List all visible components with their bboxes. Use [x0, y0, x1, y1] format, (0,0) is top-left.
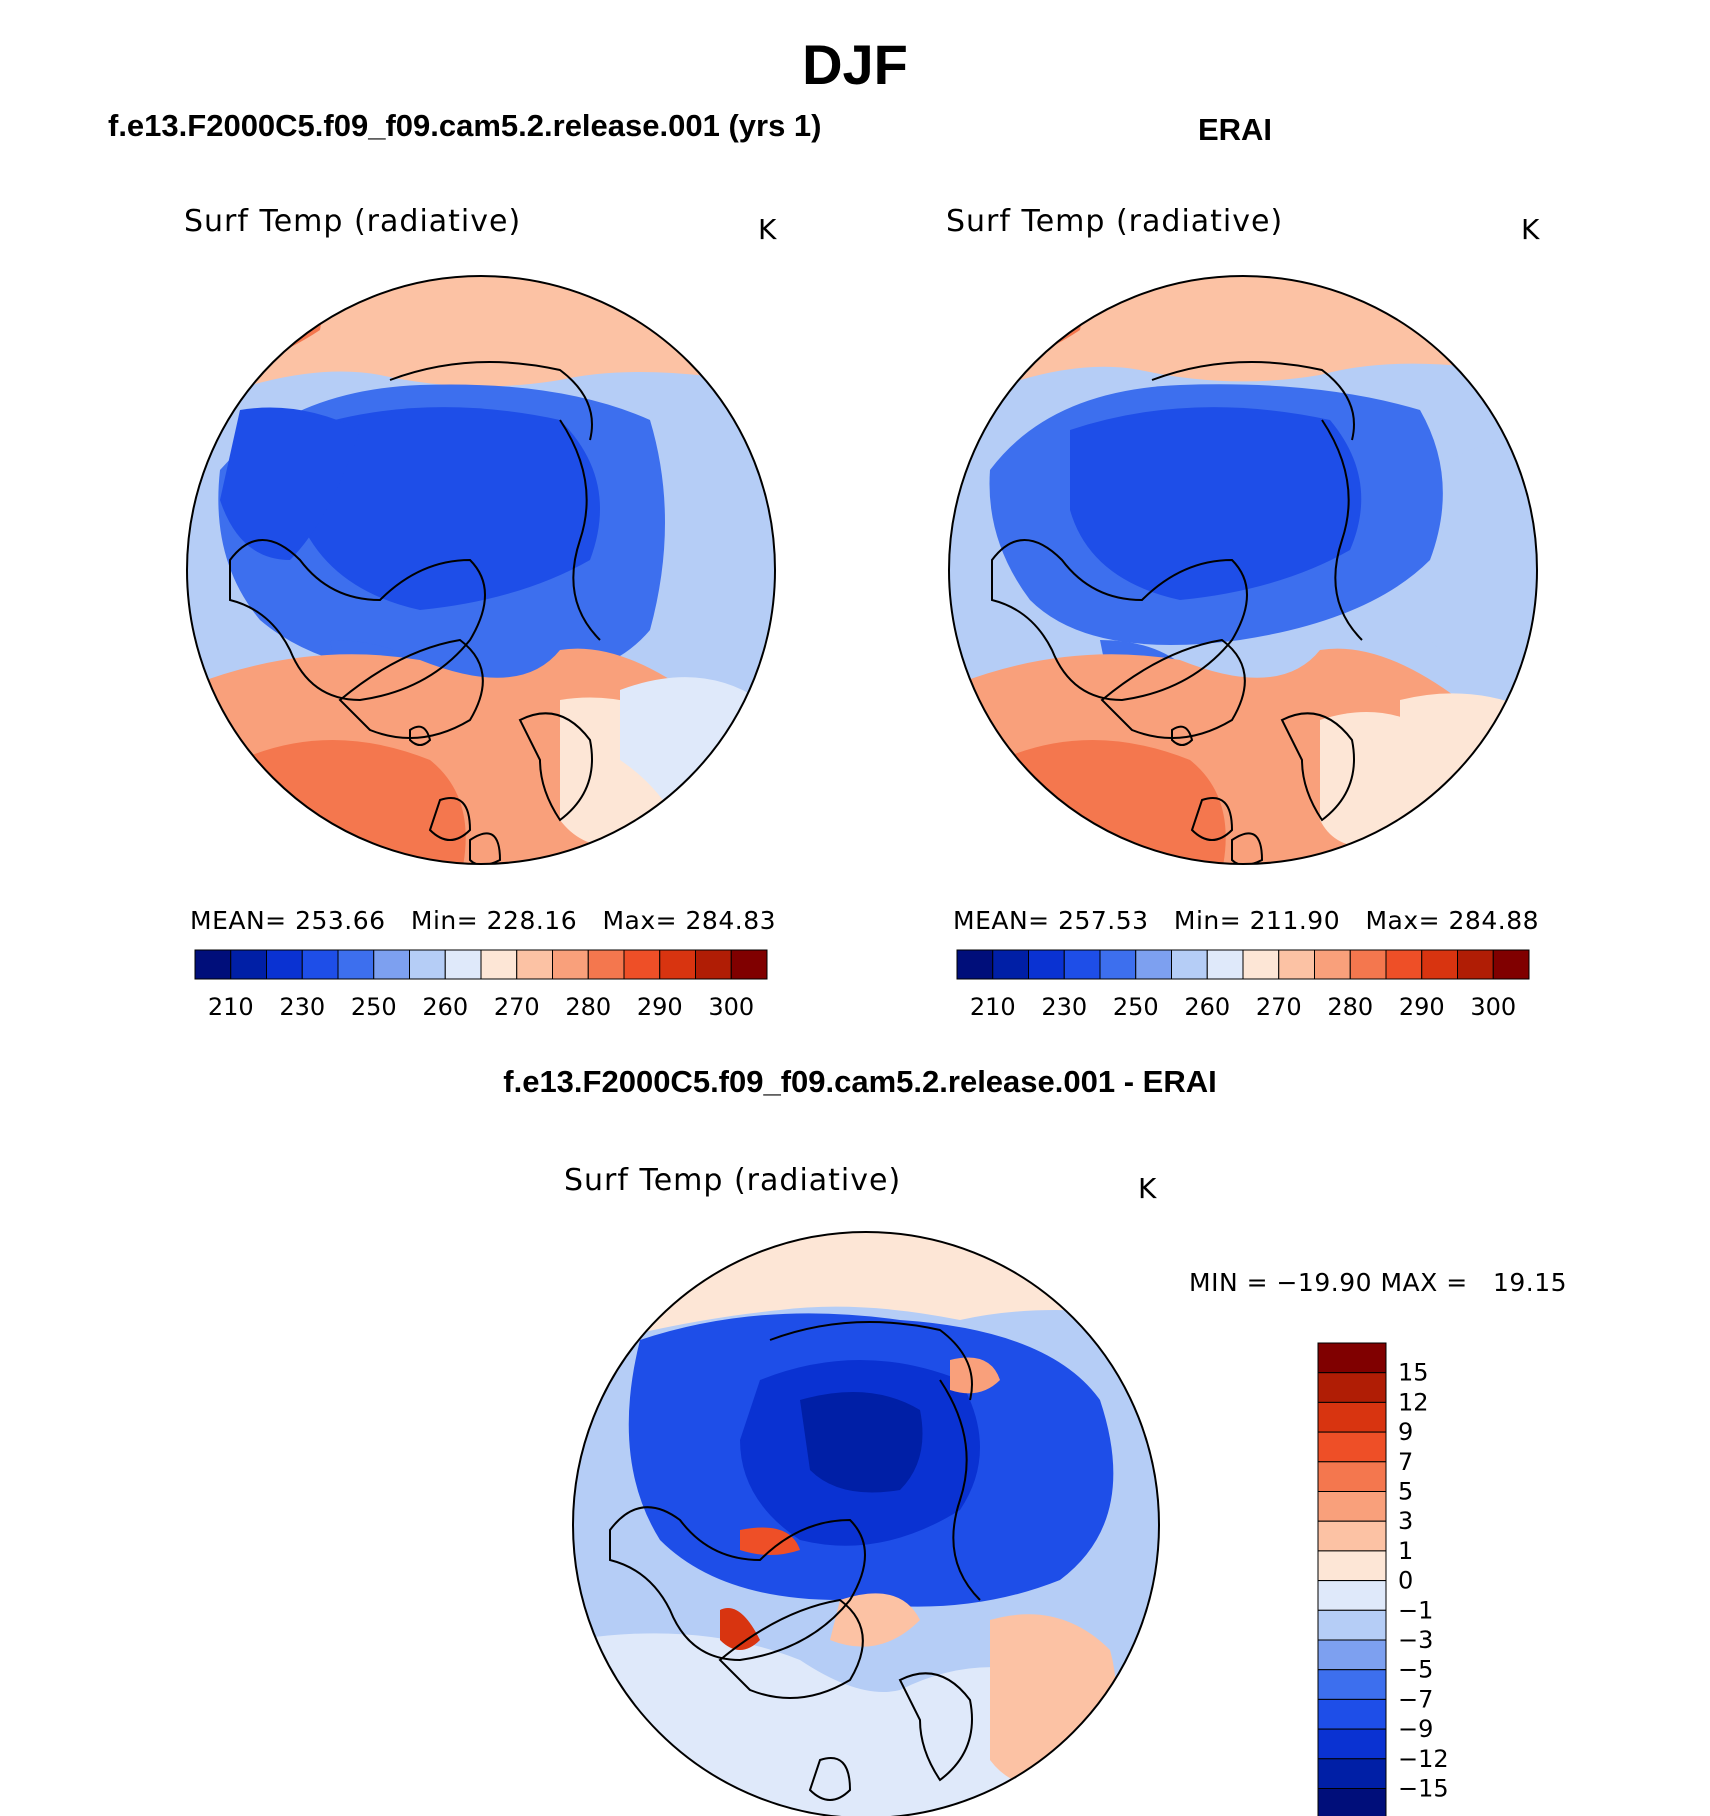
diff-colorbar-tick-label: −15	[1398, 1775, 1449, 1803]
obs-colorbar-swatch	[992, 949, 1029, 980]
diff-colorbar-tick-label: −3	[1398, 1626, 1433, 1654]
diff-colorbar-tick-label: 7	[1398, 1448, 1413, 1476]
obs-colorbar-tick-label: 280	[1327, 993, 1373, 1021]
model-colorbar-tick-label: 290	[637, 993, 683, 1021]
model-colorbar-swatch	[730, 949, 768, 980]
model-colorbar-tick-label: 270	[494, 993, 540, 1021]
obs-colorbar-swatch	[1171, 949, 1208, 980]
diff-colorbar-tick-label: 12	[1398, 1388, 1429, 1416]
obs-colorbar-tick-label: 290	[1399, 993, 1445, 1021]
model-stats: MEAN= 253.66 Min= 228.16 Max= 284.83	[190, 906, 777, 935]
diff-colorbar-tick-label: −1	[1398, 1596, 1433, 1624]
model-colorbar-swatch	[552, 949, 589, 980]
obs-colorbar-swatch	[1242, 949, 1280, 980]
model-variable-label: Surf Temp (radiative)	[184, 204, 522, 239]
diff-colorbar-swatch	[1317, 1520, 1387, 1552]
model-colorbar-swatch	[337, 949, 375, 980]
diff-colorbar-swatch	[1317, 1580, 1387, 1611]
obs-colorbar-swatch	[1063, 949, 1101, 980]
obs-colorbar-swatch	[1028, 949, 1065, 980]
diff-units-label: K	[1138, 1172, 1157, 1205]
diff-colorbar-swatch	[1317, 1491, 1387, 1522]
obs-colorbar-swatch	[1492, 949, 1530, 980]
model-colorbar-swatch	[230, 949, 267, 980]
model-colorbar-swatch	[695, 949, 732, 980]
obs-colorbar-tick-label: 260	[1184, 993, 1230, 1021]
obs-colorbar-tick-label: 230	[1041, 993, 1087, 1021]
model-polar-map	[186, 275, 776, 865]
model-colorbar-swatch	[301, 949, 339, 980]
diff-colorbar-swatch	[1317, 1609, 1387, 1641]
obs-panel-title: ERAI	[1197, 112, 1273, 147]
model-colorbar-swatch	[444, 949, 482, 980]
diff-colorbar-tick-label: 5	[1398, 1478, 1413, 1506]
diff-colorbar-swatch	[1317, 1698, 1387, 1730]
obs-colorbar-swatch	[1457, 949, 1494, 980]
diff-colorbar-swatch	[1317, 1639, 1387, 1671]
diff-polar-map	[572, 1231, 1160, 1816]
diff-colorbar-swatch	[1317, 1758, 1387, 1790]
obs-colorbar-swatch	[1206, 949, 1244, 980]
diff-colorbar-swatch	[1317, 1788, 1387, 1816]
obs-colorbar-swatch	[1135, 949, 1172, 980]
diff-colorbar-tick-label: −12	[1398, 1745, 1449, 1773]
model-colorbar-swatch	[266, 949, 303, 980]
diff-colorbar-swatch	[1317, 1461, 1387, 1493]
obs-units-label: K	[1521, 213, 1540, 246]
diff-colorbar-tick-label: 3	[1398, 1507, 1413, 1535]
diff-colorbar-swatch	[1317, 1669, 1387, 1700]
model-colorbar-swatch	[587, 949, 625, 980]
diff-variable-label: Surf Temp (radiative)	[564, 1163, 902, 1198]
diff-colorbar-swatch	[1317, 1372, 1387, 1403]
obs-colorbar-swatch	[1314, 949, 1351, 980]
diff-colorbar-tick-label: −7	[1398, 1685, 1433, 1713]
model-colorbar-tick-label: 300	[708, 993, 754, 1021]
model-colorbar-swatch	[194, 949, 232, 980]
figure-title: DJF	[802, 33, 908, 96]
obs-colorbar-tick-label: 300	[1470, 993, 1516, 1021]
obs-polar-map	[948, 275, 1538, 865]
model-panel-title: f.e13.F2000C5.f09_f09.cam5.2.release.001…	[108, 108, 822, 143]
model-colorbar-tick-label: 280	[565, 993, 611, 1021]
obs-colorbar-tick-label: 210	[970, 993, 1016, 1021]
model-colorbar-swatch	[623, 949, 661, 980]
model-colorbar: 210 230 250 260 270 280 290 300	[194, 949, 768, 1021]
obs-colorbar-swatch	[956, 949, 994, 980]
model-colorbar-tick-label: 210	[208, 993, 254, 1021]
diff-colorbar-swatch	[1317, 1431, 1387, 1463]
model-units-label: K	[758, 213, 777, 246]
diff-colorbar-swatch	[1317, 1550, 1387, 1582]
diff-colorbar-swatch	[1317, 1342, 1387, 1374]
diff-colorbar-tick-label: 15	[1398, 1359, 1429, 1387]
obs-colorbar-tick-label: 270	[1256, 993, 1302, 1021]
model-colorbar-tick-label: 260	[422, 993, 468, 1021]
obs-stats: MEAN= 257.53 Min= 211.90 Max= 284.88	[953, 906, 1540, 935]
obs-colorbar: 210 230 250 260 270 280 290 300	[956, 949, 1530, 1021]
obs-variable-label: Surf Temp (radiative)	[946, 204, 1284, 239]
model-colorbar-swatch	[373, 949, 410, 980]
diff-colorbar-swatch	[1317, 1728, 1387, 1760]
diff-colorbar-tick-label: 1	[1398, 1537, 1413, 1565]
model-colorbar-swatch	[480, 949, 518, 980]
obs-colorbar-tick-label: 250	[1113, 993, 1159, 1021]
diff-panel-title: f.e13.F2000C5.f09_f09.cam5.2.release.001…	[503, 1064, 1217, 1099]
obs-colorbar-swatch	[1421, 949, 1458, 980]
diff-minmax: MIN = −19.90 MAX = 19.15	[1189, 1268, 1568, 1297]
diff-colorbar-swatch	[1317, 1401, 1387, 1433]
model-colorbar-swatch	[659, 949, 696, 980]
diff-colorbar-tick-label: 0	[1398, 1567, 1413, 1595]
diff-colorbar-tick-label: 9	[1398, 1418, 1413, 1446]
model-colorbar-tick-label: 250	[351, 993, 397, 1021]
model-colorbar-swatch	[516, 949, 553, 980]
model-colorbar-tick-label: 230	[279, 993, 325, 1021]
obs-colorbar-swatch	[1099, 949, 1137, 980]
obs-colorbar-swatch	[1278, 949, 1315, 980]
diff-colorbar-tick-label: −9	[1398, 1715, 1433, 1743]
obs-colorbar-swatch	[1385, 949, 1423, 980]
model-colorbar-swatch	[409, 949, 446, 980]
obs-colorbar-swatch	[1349, 949, 1387, 980]
diff-colorbar-tick-label: −5	[1398, 1656, 1433, 1684]
